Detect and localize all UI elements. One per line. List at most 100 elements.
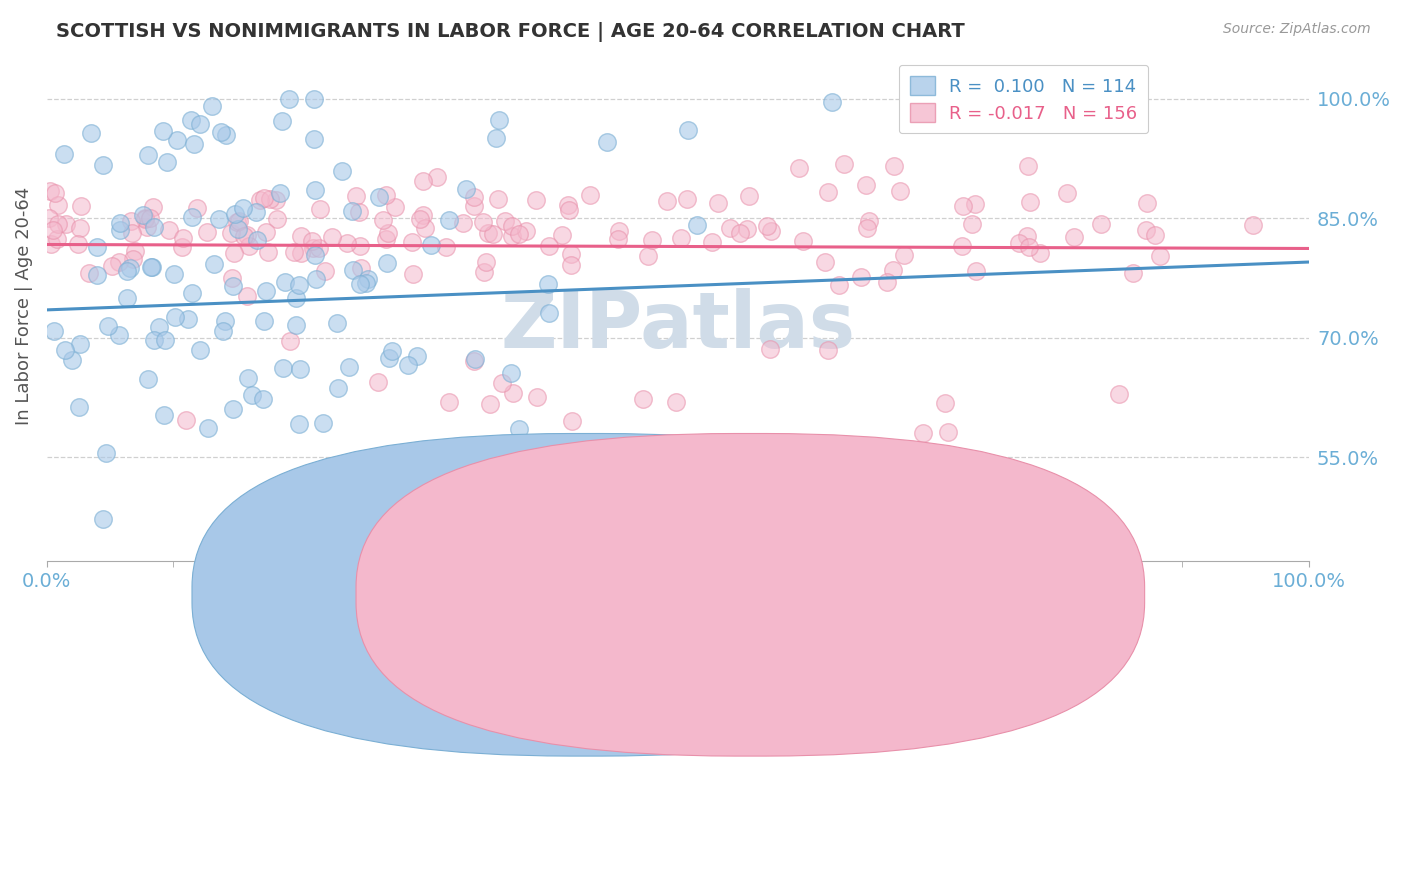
Point [197,421,219,435]
Point [1063,230,1085,244]
Point [876,275,898,289]
Point [1090,217,1112,231]
Point [181,286,204,301]
Point [172,231,194,245]
Point [965,264,987,278]
Point [641,233,664,247]
Point [401,267,423,281]
Point [225,215,247,229]
Point [381,343,404,358]
Point [195,225,218,239]
Point [254,284,277,298]
Point [232,201,254,215]
Point [631,392,654,406]
Point [515,224,537,238]
Point [55,217,77,231]
Point [304,183,326,197]
Point [665,394,688,409]
Point [342,204,364,219]
Point [426,169,449,184]
Point [371,213,394,227]
Point [413,220,436,235]
Point [276,482,298,496]
Point [655,194,678,209]
Point [288,417,311,431]
Point [301,234,323,248]
Point [215,128,238,143]
Point [832,157,855,171]
Point [409,211,432,226]
Point [759,343,782,357]
Point [156,155,179,169]
Point [952,199,974,213]
Y-axis label: In Labor Force | Age 20-64: In Labor Force | Age 20-64 [15,186,32,425]
Point [271,360,294,375]
Point [396,358,419,372]
Point [1017,159,1039,173]
Point [91,512,114,526]
Point [212,324,235,338]
Point [385,460,408,475]
Point [141,260,163,275]
Point [454,469,477,483]
Point [557,198,579,212]
Point [463,189,485,203]
Point [1243,219,1265,233]
Point [174,412,197,426]
Point [138,372,160,386]
Point [578,187,600,202]
Point [560,258,582,272]
Point [270,114,292,128]
Point [477,226,499,240]
Point [406,350,429,364]
Point [350,260,373,275]
Point [1018,239,1040,253]
Point [669,231,692,245]
Text: Scottish: Scottish [609,585,681,603]
Point [378,351,401,365]
Point [1018,194,1040,209]
Point [637,249,659,263]
Point [738,189,761,203]
Point [53,147,76,161]
Point [108,216,131,230]
Point [108,255,131,269]
Point [486,193,509,207]
Point [384,200,406,214]
Point [70,198,93,212]
Point [855,469,877,483]
Point [337,359,360,374]
Point [346,189,368,203]
Point [188,343,211,357]
Point [278,91,301,105]
Point [454,182,477,196]
Point [236,289,259,303]
Point [314,264,336,278]
Point [463,199,485,213]
Point [893,248,915,262]
Point [219,226,242,240]
Point [115,291,138,305]
Point [342,263,364,277]
Point [311,417,333,431]
Point [502,386,524,401]
Point [501,228,523,243]
Point [120,214,142,228]
Point [485,131,508,145]
Point [188,116,211,130]
Point [136,220,159,235]
Point [117,264,139,278]
Point [143,333,166,347]
Point [357,272,380,286]
Point [419,237,441,252]
Point [278,334,301,349]
Point [153,408,176,422]
Point [676,123,699,137]
Point [221,270,243,285]
Point [42,222,65,236]
Point [38,211,60,225]
Point [48,217,70,231]
Point [253,313,276,327]
Text: Nonimmigrants: Nonimmigrants [772,585,911,603]
Point [817,185,839,199]
